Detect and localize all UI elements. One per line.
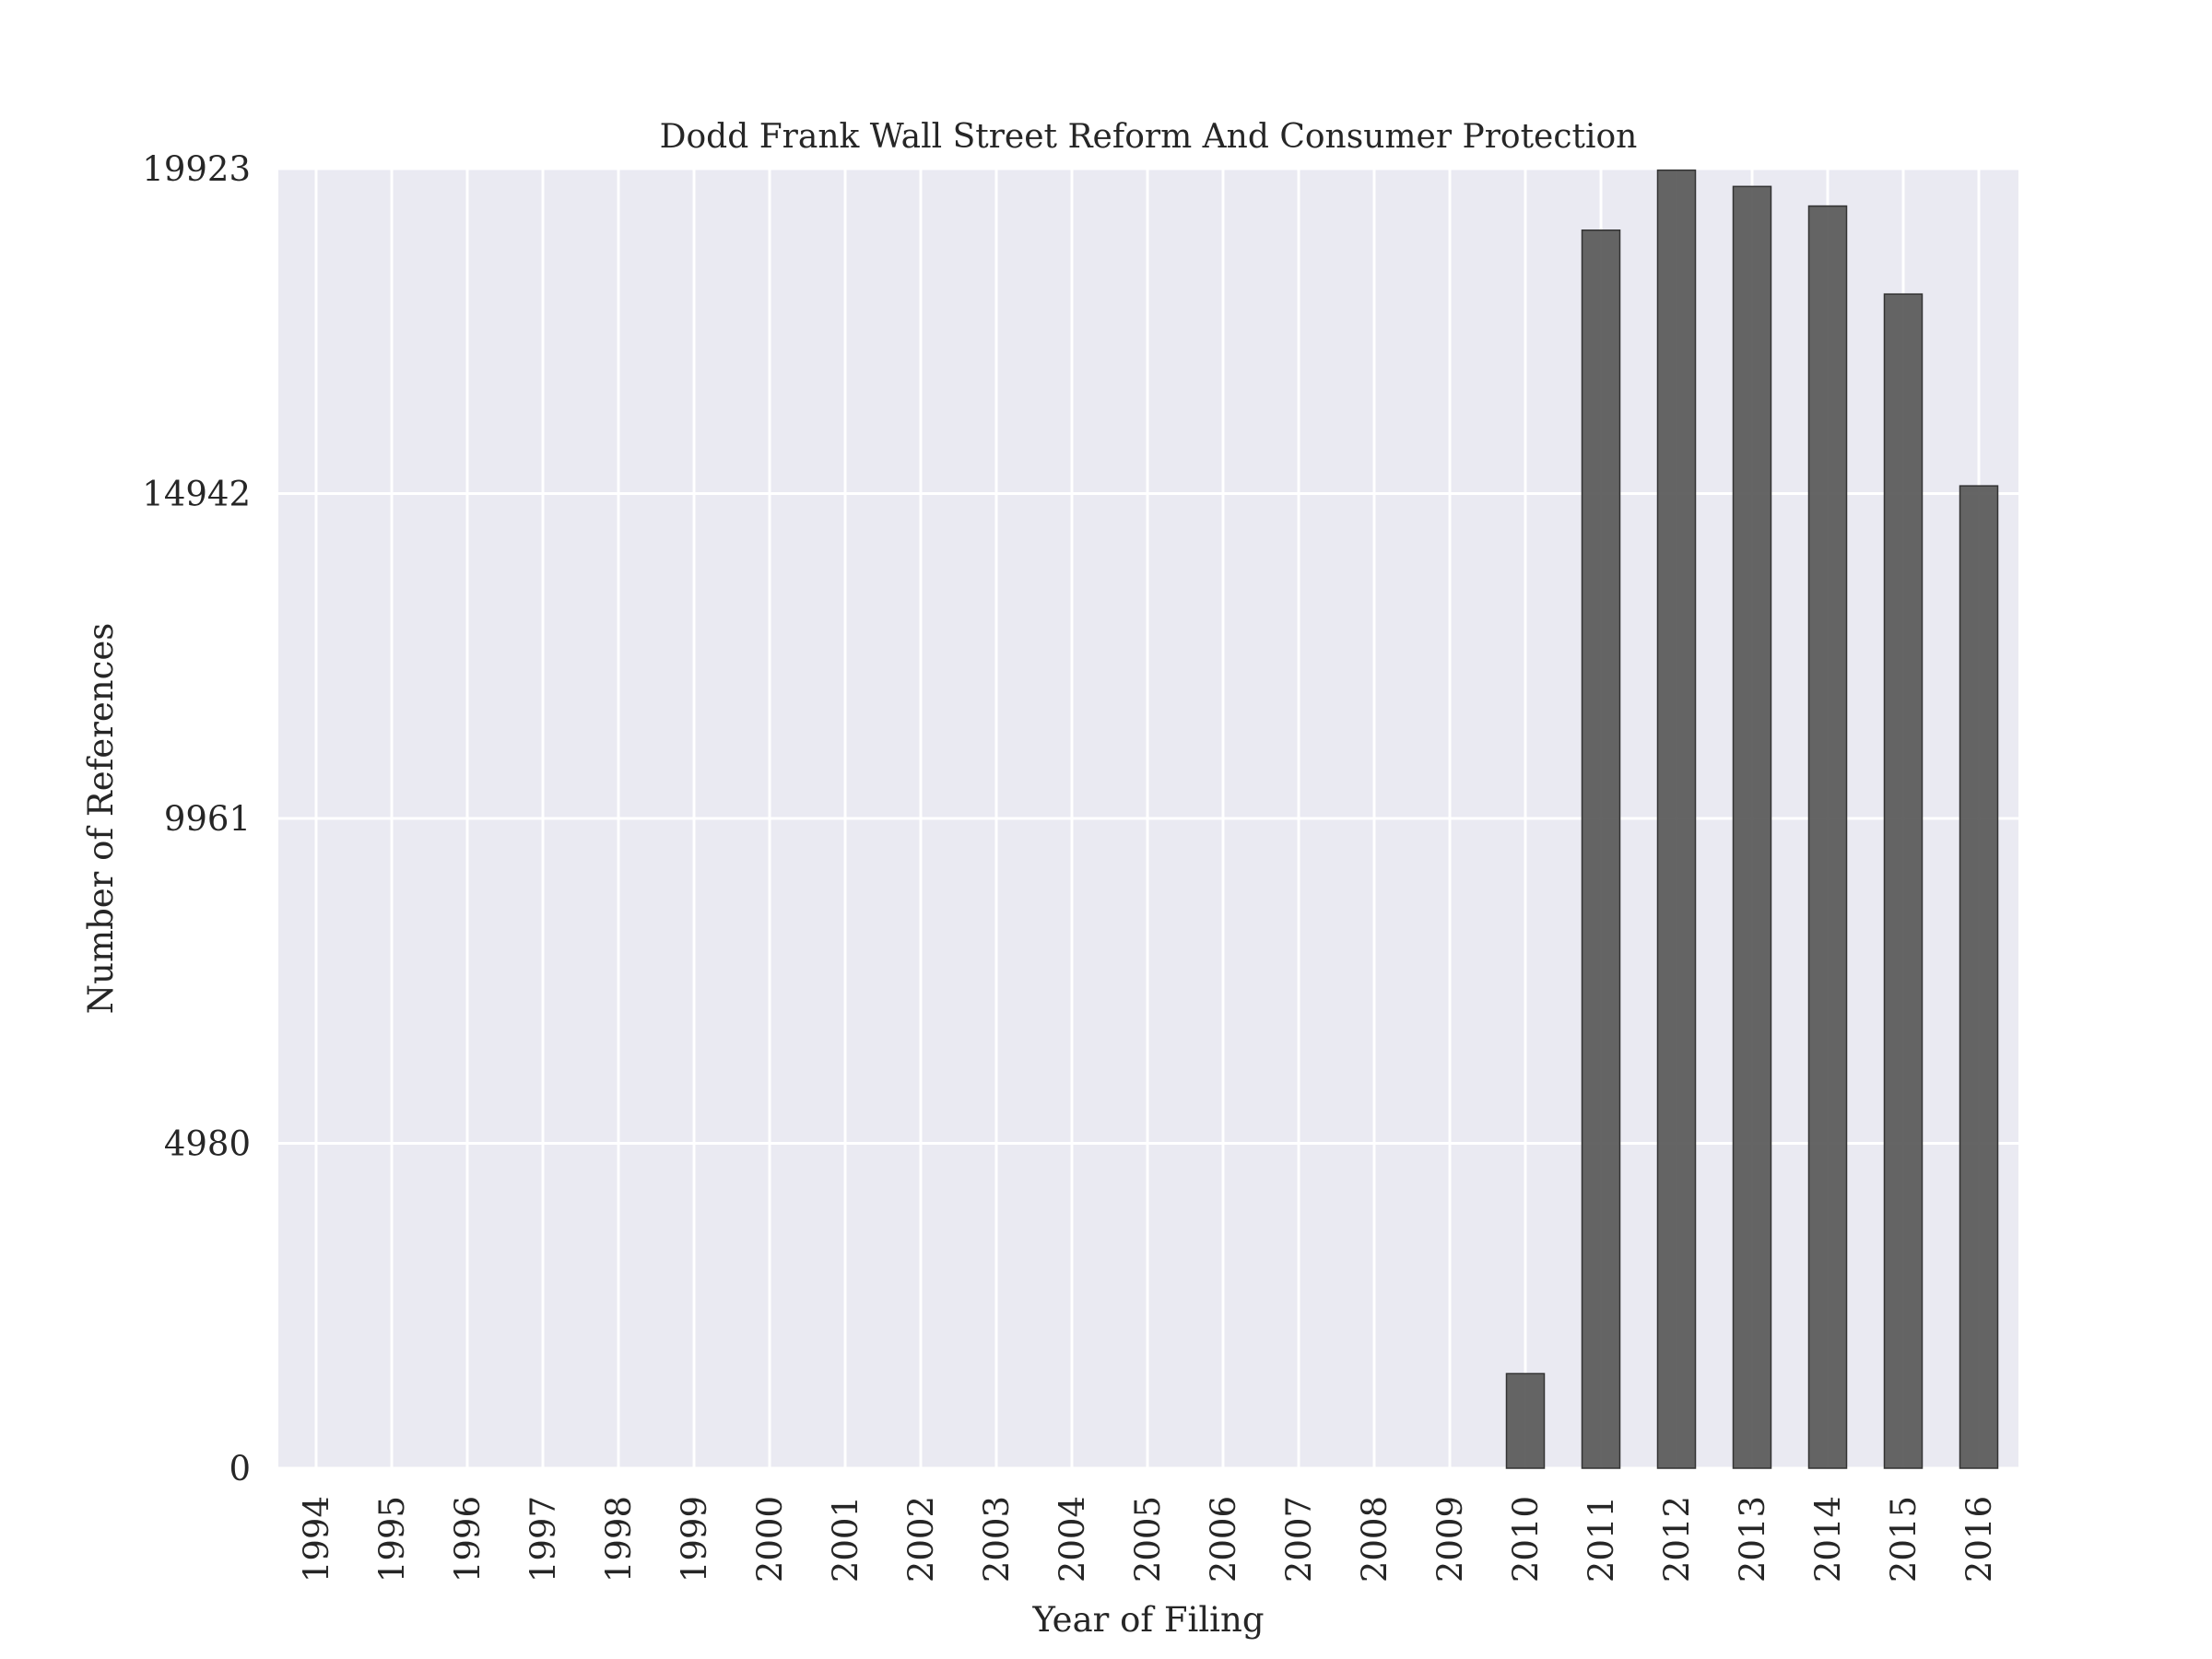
bars [1505,169,1999,1469]
x-tick-label: 1995 [372,1496,412,1583]
x-tick-label: 1996 [448,1496,488,1583]
x-tick-label: 2007 [1279,1496,1319,1583]
y-tick-label: 14942 [142,475,251,514]
chart-title: Dodd Frank Wall Street Reform And Consum… [660,118,1638,156]
x-tick-label: 2010 [1506,1496,1546,1583]
x-tick-label: 1999 [675,1496,714,1583]
x-tick-label: 2015 [1884,1496,1924,1583]
y-tick-labels: 0 4980 9961 14942 19923 [142,149,251,1488]
x-tick-label: 2014 [1808,1496,1848,1583]
x-tick-label: 2011 [1582,1496,1621,1583]
y-tick-label: 4980 [164,1124,251,1164]
x-tick-label: 1994 [297,1496,336,1583]
x-tick-label: 2005 [1128,1496,1168,1583]
bar-2011 [1581,229,1621,1469]
x-tick-label: 2001 [826,1496,865,1583]
bar-2016 [1959,485,1999,1469]
y-tick-label: 0 [229,1449,251,1488]
y-tick-label: 9961 [164,799,251,839]
x-tick-label: 1998 [599,1496,639,1583]
y-axis-label: Number of References [81,623,121,1014]
bar-2013 [1732,185,1772,1469]
bar-2015 [1883,293,1924,1469]
bar-2014 [1807,205,1848,1469]
x-tick-label: 1997 [524,1496,563,1583]
y-tick-label: 19923 [142,149,251,189]
x-tick-label: 2013 [1733,1496,1772,1583]
x-tick-label: 2002 [901,1496,941,1583]
bar-2010 [1505,1372,1546,1469]
x-tick-label: 2006 [1204,1496,1243,1583]
x-tick-label: 2008 [1355,1496,1394,1583]
x-tick-label: 2003 [977,1496,1017,1583]
x-tick-label: 2012 [1657,1496,1697,1583]
x-tick-labels: 1994 1995 1996 1997 1998 1999 2000 2001 2002 2003… [297,1496,1999,1583]
x-tick-label: 2004 [1053,1496,1092,1583]
x-tick-label: 2009 [1430,1496,1470,1583]
x-tick-label: 2016 [1959,1496,1999,1583]
x-tick-label: 2000 [750,1496,790,1583]
bar-2012 [1656,169,1697,1469]
x-axis-label: Year of Filing [1031,1600,1264,1640]
